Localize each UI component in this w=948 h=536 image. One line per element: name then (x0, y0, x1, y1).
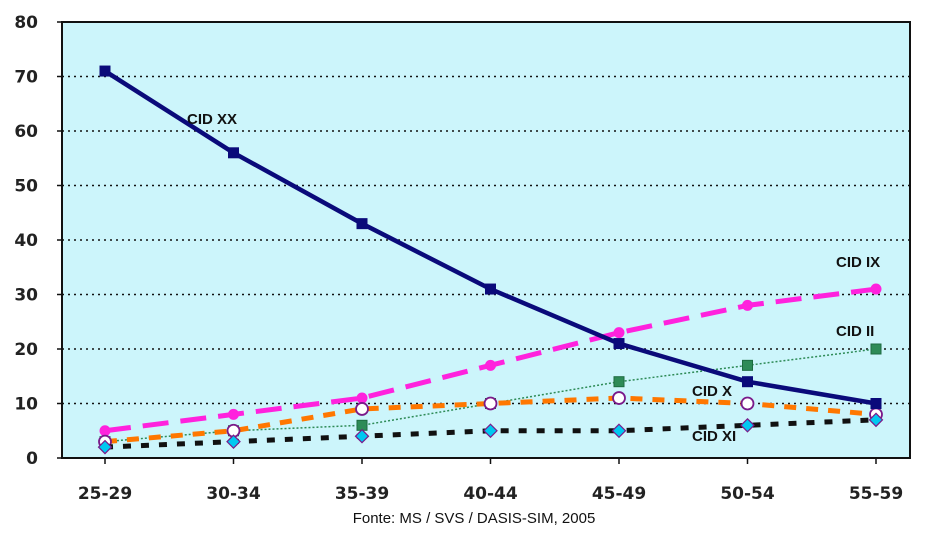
y-tick-label: 0 (26, 449, 38, 469)
data-point-cid-ix (356, 392, 368, 404)
y-tick-label: 30 (14, 286, 38, 306)
series-label-cid-ii: CID II (836, 323, 874, 340)
series-label-cid-xi: CID XI (692, 428, 736, 445)
data-point-cid-x (612, 391, 626, 405)
y-tick-label: 60 (14, 122, 38, 142)
source-note: Fonte: MS / SVS / DASIS-SIM, 2005 (352, 510, 596, 527)
data-point-cid-xx (228, 147, 239, 159)
x-tick-label: 30-34 (206, 484, 261, 504)
x-tick-label: 35-39 (335, 484, 389, 504)
data-point-cid-xx (356, 218, 368, 230)
data-point-cid-ix (228, 408, 239, 420)
y-tick-label: 40 (14, 231, 38, 251)
data-point-cid-xi (740, 417, 755, 433)
x-tick-label: 55-59 (849, 484, 903, 504)
data-point-cid-xx (870, 398, 882, 409)
data-point-cid-ii (613, 376, 625, 388)
series-label-cid-ix: CID IX (836, 254, 880, 271)
data-point-cid-ix (613, 327, 625, 339)
x-tick-label: 25-29 (78, 484, 132, 504)
x-tick-label: 50-54 (720, 484, 775, 504)
data-point-cid-xi (868, 412, 884, 428)
data-point-cid-xi (354, 428, 370, 444)
data-point-cid-xx (99, 65, 111, 77)
data-point-cid-xi (97, 439, 113, 455)
series-label-cid-x: CID X (692, 383, 732, 400)
y-tick-label: 10 (14, 395, 38, 415)
y-tick-label: 70 (14, 68, 38, 88)
data-point-cid-xx (742, 376, 753, 388)
y-tick-label: 20 (14, 340, 38, 360)
data-point-cid-xi (483, 423, 498, 439)
series-label-cid-xx: CID XX (187, 111, 237, 128)
data-point-cid-xx (485, 283, 496, 295)
data-point-cid-xx (613, 338, 625, 350)
data-point-cid-x (483, 396, 498, 411)
data-point-cid-x (740, 396, 755, 411)
data-point-cid-ix (99, 425, 111, 437)
data-point-cid-ii (870, 343, 882, 355)
data-point-cid-xi (226, 434, 241, 449)
x-tick-label: 45-49 (592, 484, 646, 504)
data-point-cid-ix (870, 283, 882, 295)
data-point-cid-ii (742, 359, 753, 371)
data-point-cid-ii (356, 419, 368, 431)
x-tick-label: 40-44 (463, 484, 518, 504)
data-point-cid-xi (611, 423, 627, 439)
y-tick-label: 50 (14, 177, 38, 197)
y-tick-label: 80 (14, 13, 38, 33)
data-point-cid-x (355, 402, 369, 416)
data-point-cid-ix (485, 359, 496, 371)
data-point-cid-ix (742, 299, 753, 311)
